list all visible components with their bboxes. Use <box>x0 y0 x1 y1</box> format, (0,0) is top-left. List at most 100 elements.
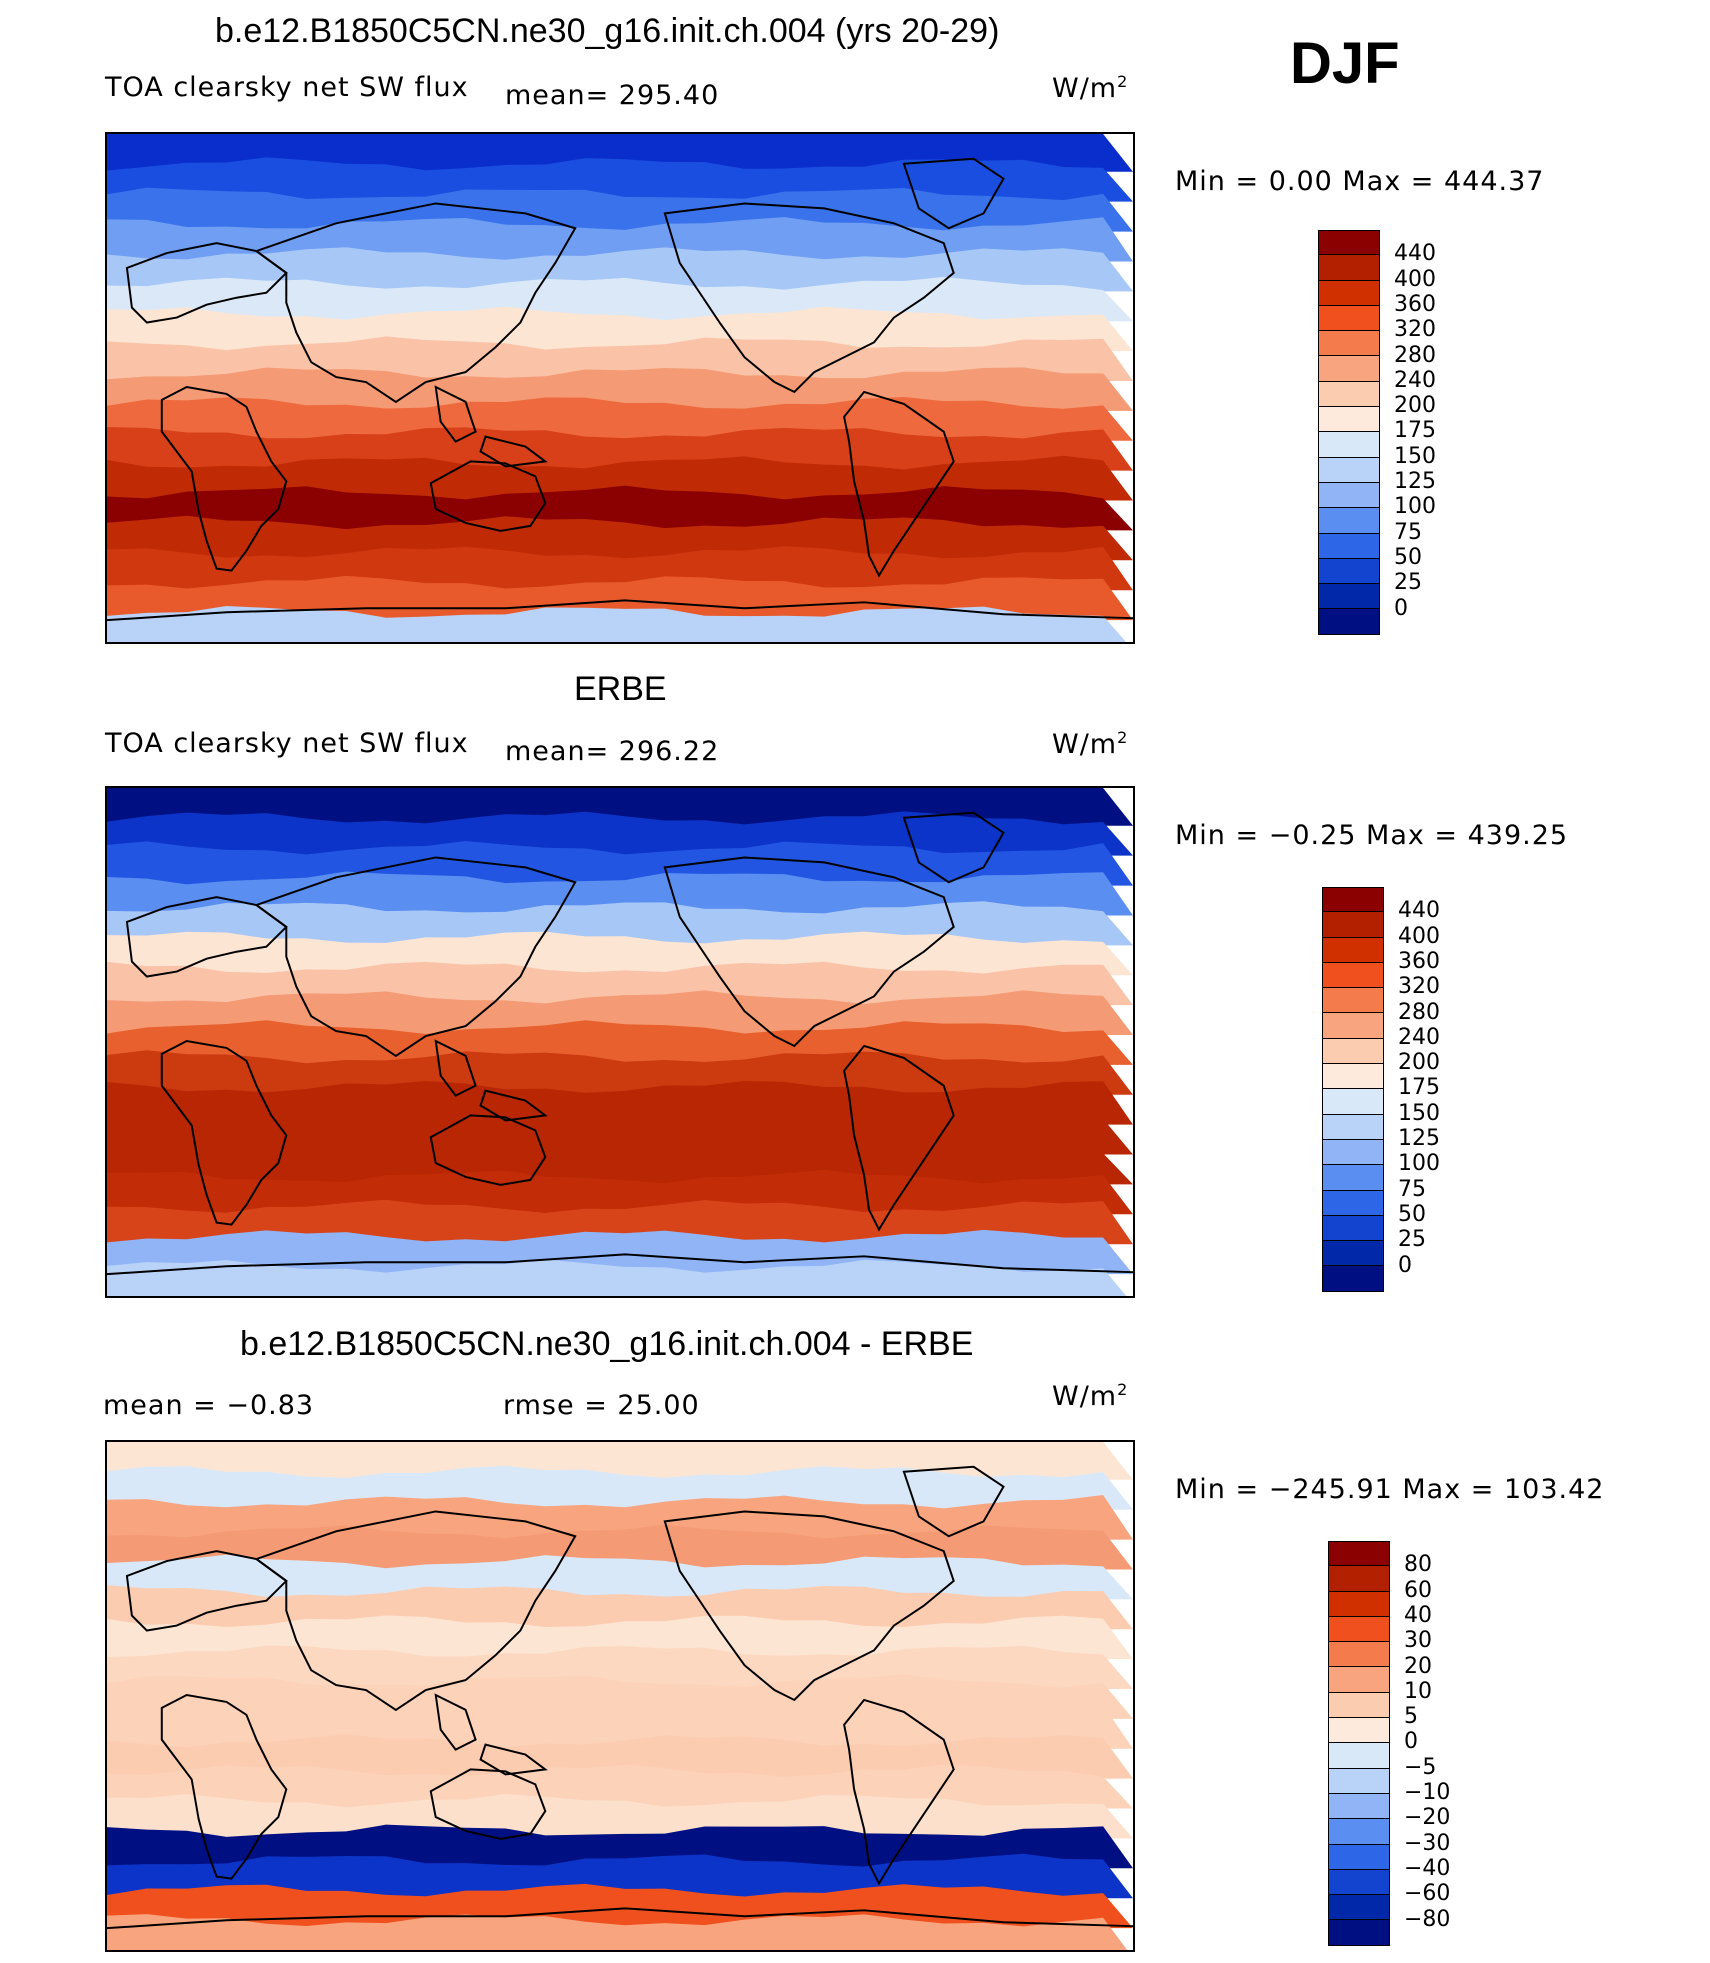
colorbar-tick-label: 60 <box>1404 1577 1432 1603</box>
colorbar-swatch <box>1328 1642 1390 1668</box>
colorbar-tick-label: 280 <box>1394 342 1436 368</box>
panel-2-units: W/m2 <box>1052 728 1129 760</box>
colorbar-tick-label: 175 <box>1398 1075 1440 1101</box>
colorbar-tick-label: 125 <box>1394 469 1436 494</box>
colorbar-swatch <box>1322 1013 1384 1039</box>
coastline <box>125 242 288 324</box>
coastline <box>429 1768 547 1840</box>
colorbar-tick-label: 40 <box>1404 1602 1432 1628</box>
colorbar-swatch <box>1322 1038 1384 1065</box>
contour-band <box>107 397 1133 441</box>
colorbar-swatch <box>1322 937 1384 963</box>
contour-band <box>107 247 1133 292</box>
colorbar-tick-label: 240 <box>1394 367 1436 393</box>
colorbar-tick-label: −5 <box>1404 1754 1437 1780</box>
colorbar-swatches <box>1318 230 1380 635</box>
colorbar-tick-label: 0 <box>1398 1252 1412 1278</box>
colorbar-tick-label: 30 <box>1404 1628 1432 1654</box>
colorbar-swatch <box>1328 1793 1390 1820</box>
contour-band <box>107 1199 1133 1245</box>
colorbar-swatch <box>1322 1190 1384 1216</box>
colorbar-tick-label: 25 <box>1394 570 1422 596</box>
coastline <box>107 599 1133 622</box>
colorbar-swatch <box>1328 1541 1390 1567</box>
colorbar-tick-label: 400 <box>1394 266 1436 292</box>
colorbar-swatch <box>1322 912 1384 938</box>
colorbar-tick-label: 320 <box>1398 974 1440 1000</box>
coastline <box>902 157 1005 230</box>
colorbar-swatch <box>1318 482 1380 509</box>
colorbar-swatch <box>1318 533 1380 559</box>
contour-band <box>107 1140 1133 1185</box>
coastline <box>254 1510 577 1712</box>
coastline <box>434 1039 477 1097</box>
colorbar-tick-label: 100 <box>1398 1151 1440 1177</box>
map-canvas <box>107 134 1133 642</box>
colorbar-tick-label: 100 <box>1394 494 1436 520</box>
coastline <box>902 1465 1005 1538</box>
colorbar-tick-label: 360 <box>1394 291 1436 317</box>
coastline <box>902 811 1005 884</box>
contour-band <box>107 605 1127 642</box>
contour-band <box>107 1080 1133 1125</box>
contour-band <box>107 1110 1133 1155</box>
coastline <box>479 1743 548 1776</box>
coastline <box>107 1907 1133 1930</box>
colorbar-tick-label: −60 <box>1404 1881 1451 1907</box>
coastline <box>429 1114 547 1186</box>
colorbar-tick-label: 75 <box>1394 519 1422 545</box>
colorbar-tick-label: 440 <box>1398 898 1440 924</box>
colorbar-tick-label: 10 <box>1404 1678 1432 1704</box>
contour-band <box>107 1050 1133 1095</box>
colorbar-swatch <box>1318 407 1380 433</box>
panel-1-field-label: TOA clearsky net SW flux <box>105 72 469 103</box>
contour-band <box>107 515 1133 561</box>
coastline <box>663 202 955 394</box>
panel-2-mean: mean= 296.22 <box>505 736 720 767</box>
colorbar-tick-label: 50 <box>1394 544 1422 570</box>
coastline <box>254 856 577 1058</box>
panel-3-minmax: Min = −245.91 Max = 103.42 <box>1175 1474 1605 1505</box>
panel-1-mean: mean= 295.40 <box>505 80 720 111</box>
contour-band <box>107 134 1133 172</box>
colorbar-tick-label: 320 <box>1394 317 1436 343</box>
panel-1-map <box>105 132 1135 644</box>
contour-band <box>107 455 1133 501</box>
colorbar-swatch <box>1318 230 1380 256</box>
colorbar-swatch <box>1322 988 1384 1014</box>
contour-band <box>107 931 1133 976</box>
colorbar-swatch <box>1318 457 1380 483</box>
colorbar-tick-label: 80 <box>1404 1552 1432 1578</box>
colorbar-swatch <box>1318 381 1380 408</box>
coastline <box>125 896 288 978</box>
coastline <box>434 1693 477 1751</box>
colorbar-swatch <box>1328 1566 1390 1592</box>
colorbar-swatch <box>1328 1844 1390 1870</box>
colorbar-tick-label: 400 <box>1398 923 1440 949</box>
colorbar-swatches <box>1322 887 1384 1292</box>
coastline <box>160 385 288 572</box>
colorbar-tick-label: 0 <box>1394 595 1408 621</box>
coastline <box>479 1089 548 1122</box>
panel-1-minmax: Min = 0.00 Max = 444.37 <box>1175 166 1545 197</box>
colorbar-swatch <box>1318 432 1380 458</box>
panel-3-map <box>105 1440 1135 1952</box>
colorbar-tick-label: 200 <box>1398 1050 1440 1076</box>
coastline <box>843 1698 955 1886</box>
colorbar-swatch <box>1328 1895 1390 1921</box>
colorbar-swatch <box>1322 1215 1384 1242</box>
colorbar-swatch <box>1328 1718 1390 1744</box>
colorbar-swatch <box>1318 280 1380 306</box>
colorbar-tick-label: 440 <box>1394 241 1436 267</box>
colorbar-swatch <box>1322 887 1384 913</box>
panel-2-field-label: TOA clearsky net SW flux <box>105 728 469 759</box>
colorbar-tick-label: −10 <box>1404 1780 1451 1805</box>
colorbar-swatch <box>1322 1089 1384 1115</box>
colorbar-swatch <box>1322 1266 1384 1292</box>
colorbar-tick-label: 175 <box>1394 418 1436 444</box>
contour-band <box>107 1914 1128 1950</box>
colorbar-swatch <box>1328 1743 1390 1769</box>
colorbar-tick-label: 25 <box>1398 1227 1426 1253</box>
colorbar-swatch <box>1328 1819 1390 1845</box>
contour-band <box>107 1554 1133 1600</box>
